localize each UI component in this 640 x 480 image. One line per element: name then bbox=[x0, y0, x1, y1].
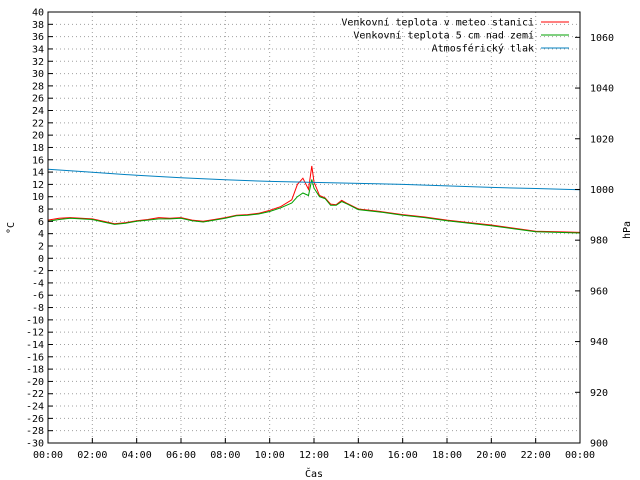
series-line-3 bbox=[47, 168, 581, 191]
y-tick-label-right: 1020 bbox=[590, 134, 614, 145]
x-tick-label: 08:00 bbox=[210, 450, 240, 461]
y-tick-label-left: 26 bbox=[32, 94, 44, 105]
y-tick-label-right: 1060 bbox=[590, 33, 614, 44]
y-tick-label-right: 1000 bbox=[590, 185, 614, 196]
legend-label: Venkovní teplota v meteo stanici bbox=[341, 17, 534, 29]
y-tick-label-left: -8 bbox=[32, 303, 44, 314]
x-tick-label: 00:00 bbox=[565, 450, 595, 461]
y-tick-label-right: 960 bbox=[590, 286, 608, 297]
y-tick-label-left: -10 bbox=[26, 315, 44, 326]
y-tick-label-left: 28 bbox=[32, 81, 44, 92]
y-tick-label-left: -20 bbox=[26, 377, 44, 388]
y-tick-label-left: 24 bbox=[32, 106, 44, 117]
y-tick-label-right: 900 bbox=[590, 439, 608, 450]
y-tick-label-left: 14 bbox=[32, 168, 44, 179]
y-tick-label-left: -24 bbox=[26, 402, 44, 413]
x-tick-label: 14:00 bbox=[343, 450, 373, 461]
y-axis-label-left: °C bbox=[6, 222, 17, 234]
x-tick-label: 22:00 bbox=[521, 450, 551, 461]
y-axis-label-right: hPa bbox=[622, 221, 633, 239]
grid bbox=[47, 11, 581, 444]
y-tick-label-left: 16 bbox=[32, 155, 44, 166]
y-tick-label-left: 12 bbox=[32, 180, 44, 191]
y-tick-label-left: 32 bbox=[32, 57, 44, 68]
y-tick-label-left: -12 bbox=[26, 328, 44, 339]
y-tick-label-left: -28 bbox=[26, 426, 44, 437]
y-tick-label-left: 6 bbox=[38, 217, 44, 228]
x-tick-label: 04:00 bbox=[122, 450, 152, 461]
x-tick-label: 18:00 bbox=[432, 450, 462, 461]
x-axis-label: Čas bbox=[305, 467, 323, 480]
x-tick-label: 00:00 bbox=[33, 450, 63, 461]
y-tick-label-left: -30 bbox=[26, 439, 44, 450]
x-tick-label: 06:00 bbox=[166, 450, 196, 461]
tick-layer: 4038363432302826242220181614121086420-2-… bbox=[26, 8, 614, 462]
y-tick-label-left: 20 bbox=[32, 131, 44, 142]
series-line-2 bbox=[47, 179, 581, 234]
y-tick-label-right: 1040 bbox=[590, 84, 614, 95]
y-tick-label-right: 920 bbox=[590, 388, 608, 399]
y-tick-label-left: -22 bbox=[26, 389, 44, 400]
y-tick-label-left: -18 bbox=[26, 365, 44, 376]
legend-label: Venkovní teplota 5 cm nad zemí bbox=[353, 30, 534, 42]
y-tick-label-left: -26 bbox=[26, 414, 44, 425]
series-line-1 bbox=[47, 165, 581, 233]
x-tick-label: 10:00 bbox=[255, 450, 285, 461]
legend-label: Atmosférický tlak bbox=[432, 43, 534, 55]
y-tick-label-left: -16 bbox=[26, 352, 44, 363]
y-tick-label-left: 36 bbox=[32, 32, 44, 43]
series-layer bbox=[47, 165, 581, 234]
y-tick-label-left: 18 bbox=[32, 143, 44, 154]
x-tick-label: 16:00 bbox=[388, 450, 418, 461]
y-tick-label-right: 980 bbox=[590, 236, 608, 247]
y-tick-label-left: 34 bbox=[32, 44, 44, 55]
y-tick-label-left: 4 bbox=[38, 229, 44, 240]
x-tick-label: 20:00 bbox=[476, 450, 506, 461]
legend: Venkovní teplota v meteo staniciVenkovní… bbox=[341, 17, 569, 55]
y-tick-label-left: -6 bbox=[32, 291, 44, 302]
y-tick-label-right: 940 bbox=[590, 337, 608, 348]
y-tick-label-left: 8 bbox=[38, 205, 44, 216]
y-tick-label-left: 2 bbox=[38, 241, 44, 252]
y-tick-label-left: 22 bbox=[32, 118, 44, 129]
y-tick-label-left: 0 bbox=[38, 254, 44, 265]
x-tick-label: 02:00 bbox=[77, 450, 107, 461]
y-tick-label-left: -2 bbox=[32, 266, 44, 277]
y-tick-label-left: 30 bbox=[32, 69, 44, 80]
y-tick-label-left: 40 bbox=[32, 8, 44, 19]
y-tick-label-left: 38 bbox=[32, 20, 44, 31]
y-tick-label-left: -14 bbox=[26, 340, 44, 351]
y-tick-label-left: 10 bbox=[32, 192, 44, 203]
y-tick-label-left: -4 bbox=[32, 278, 44, 289]
x-tick-label: 12:00 bbox=[299, 450, 329, 461]
